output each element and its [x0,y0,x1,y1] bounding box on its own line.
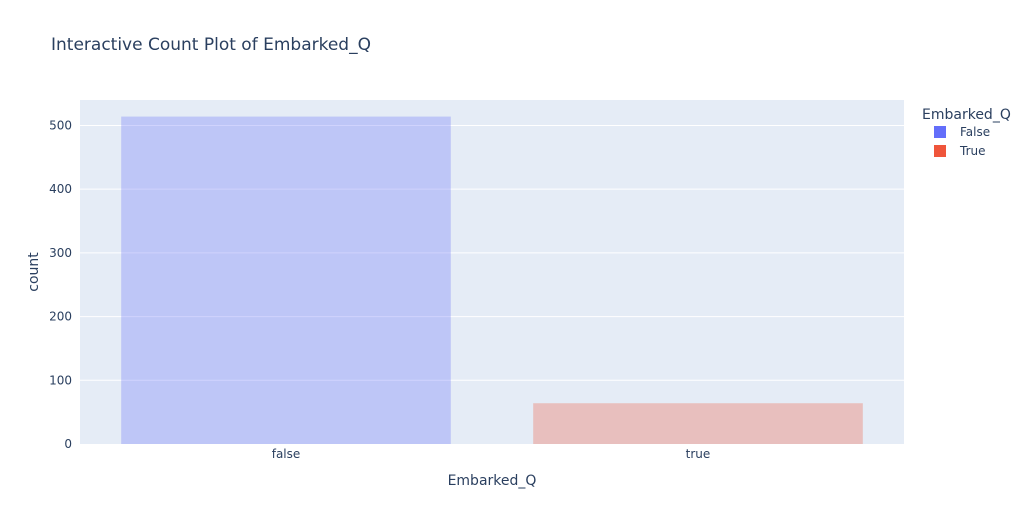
y-tick-label: 500 [49,118,72,132]
legend-item-true[interactable]: True [934,144,986,158]
x-tick-labels: false true [272,447,711,461]
legend-title: Embarked_Q [922,107,1011,123]
y-axis-title: count [26,252,42,292]
bar-true[interactable] [533,403,863,444]
chart-title: Interactive Count Plot of Embarked_Q [51,35,371,55]
plot-area [80,100,904,444]
legend-item-false[interactable]: False [934,125,990,139]
legend-swatch [934,145,946,157]
y-tick-label: 100 [49,373,72,387]
y-tick-label: 200 [49,310,72,324]
x-axis-title: Embarked_Q [448,473,537,489]
y-tick-labels: 0 100 200 300 400 500 [49,118,72,451]
y-tick-label: 300 [49,246,72,260]
gridlines [80,124,904,381]
x-tick-label: false [272,447,301,461]
x-tick-label: true [686,447,711,461]
legend-swatch [934,126,946,138]
bars [121,116,863,445]
legend-label: True [959,144,986,158]
y-tick-label: 400 [49,182,72,196]
y-tick-label: 0 [64,437,72,451]
legend[interactable]: Embarked_Q False True [922,107,1011,158]
bar-false[interactable] [121,116,451,445]
legend-label: False [960,125,990,139]
